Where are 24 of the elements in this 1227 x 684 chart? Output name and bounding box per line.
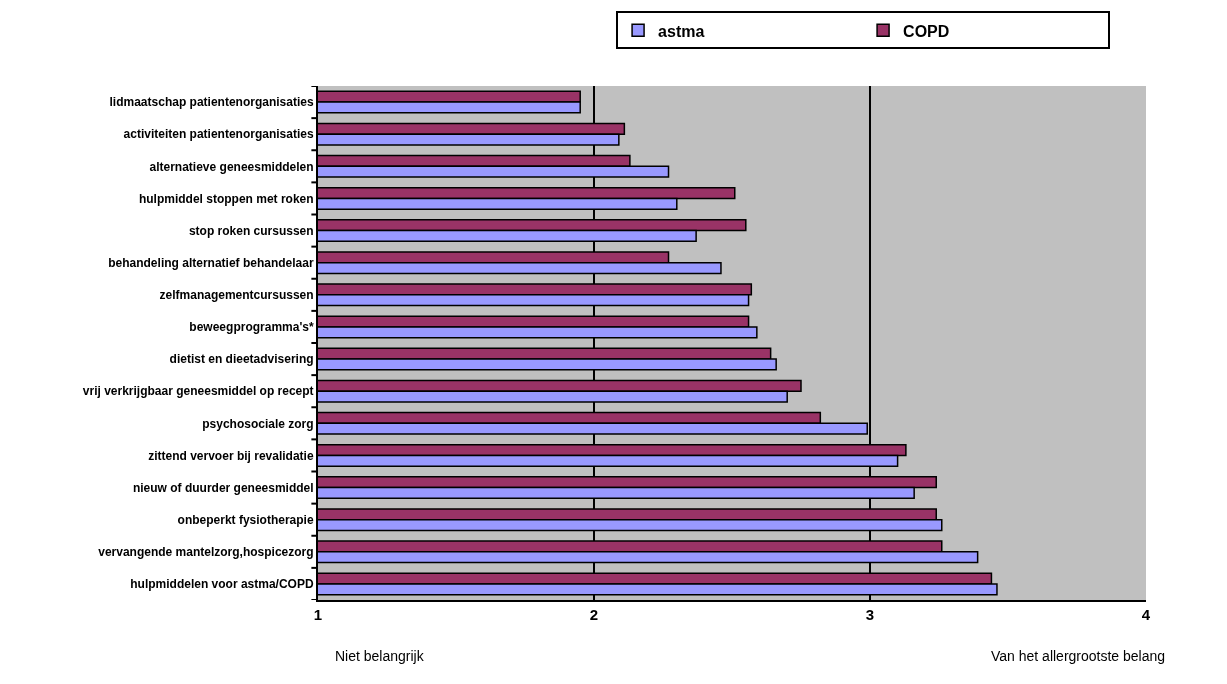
x-tick-label: 2 bbox=[589, 606, 599, 623]
y-tick-label: onbeperkt fysiotherapie bbox=[177, 512, 314, 527]
x-tick-label: 1 bbox=[313, 606, 323, 623]
y-tick-label: psychosociale zorg bbox=[202, 416, 314, 431]
legend-label: COPD bbox=[903, 22, 950, 40]
y-tick-label: activiteiten patientenorganisaties bbox=[123, 127, 314, 142]
y-tick-label: behandeling alternatief behandelaar bbox=[108, 255, 314, 270]
y-tick-label: dietist en dieetadvisering bbox=[169, 352, 314, 367]
y-tick-label: hulpmiddel stoppen met roken bbox=[138, 191, 314, 206]
y-tick-label: zittend vervoer bij revalidatie bbox=[148, 448, 314, 463]
legend-label: astma bbox=[658, 22, 705, 40]
y-tick-label: zelfmanagementcursussen bbox=[159, 288, 314, 303]
x-tick-label: 3 bbox=[865, 606, 875, 623]
y-tick-label: alternatieve geneesmiddelen bbox=[149, 159, 314, 174]
y-tick-label: nieuw of duurder geneesmiddel bbox=[132, 480, 314, 495]
y-tick-label: vervangende mantelzorg,hospicezorg bbox=[98, 545, 314, 560]
y-tick-label: lidmaatschap patientenorganisaties bbox=[109, 95, 314, 110]
y-tick-label: stop roken cursussen bbox=[188, 223, 314, 238]
x-tick-label: 4 bbox=[1141, 606, 1151, 623]
y-tick-label: vrij verkrijgbaar geneesmiddel op recept bbox=[82, 384, 314, 399]
text: Niet belangrijk bbox=[335, 648, 425, 664]
y-tick-label: hulpmiddelen voor astma/COPD bbox=[130, 577, 314, 592]
text: Van het allergrootste belang bbox=[991, 648, 1166, 664]
y-tick-label: beweegprogramma's* bbox=[189, 320, 314, 335]
